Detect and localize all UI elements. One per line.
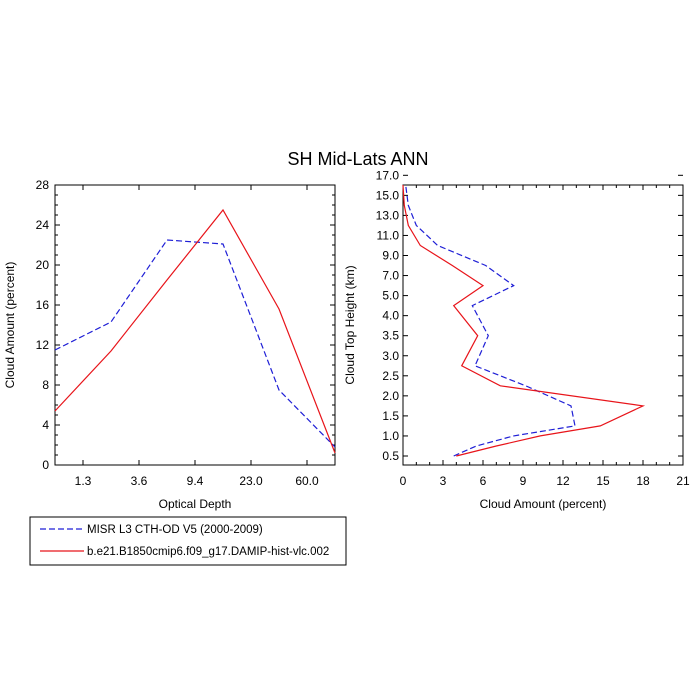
right-x-tick-label: 3 <box>440 474 447 488</box>
right-x-tick-label: 15 <box>596 474 610 488</box>
right-y-tick-label: 4.0 <box>382 309 399 323</box>
chart-title: SH Mid-Lats ANN <box>287 149 428 169</box>
legend-label-model: b.e21.B1850cmip6.f09_g17.DAMIP-hist-vlc.… <box>87 546 329 558</box>
left-series-model <box>54 208 336 454</box>
right-y-axis-label: Cloud Top Height (km) <box>343 265 357 384</box>
right-y-tick-label: 1.5 <box>382 409 399 423</box>
right-x-tick-label: 18 <box>636 474 650 488</box>
left-y-tick-label: 24 <box>36 218 50 232</box>
right-y-tick-label: 11.0 <box>377 228 400 242</box>
right-x-tick-label: 21 <box>676 474 690 488</box>
left-series-obs <box>54 239 336 448</box>
left-y-axis-label: Cloud Amount (percent) <box>3 262 17 389</box>
left-x-tick-label: 23.0 <box>239 474 263 488</box>
plot-frame-left <box>54 184 336 466</box>
left-y-tick-label: 28 <box>36 178 50 192</box>
left-x-tick-label: 1.3 <box>75 474 92 488</box>
right-y-tick-label: 3.0 <box>382 349 399 363</box>
legend-box <box>29 516 347 566</box>
left-x-axis-label: Optical Depth <box>159 497 232 511</box>
right-y-tick-label: 2.5 <box>382 369 399 383</box>
panel-cloud-top-height: 0.5 1.0 1.5 2.0 2.5 3.0 3.5 4.0 5.0 7.0 9.0 11.0 13.… <box>343 168 690 511</box>
right-y-tick-label: 7.0 <box>382 269 399 283</box>
right-x-tick-label: 9 <box>520 474 527 488</box>
right-series-model <box>402 185 646 457</box>
plot-frame-right <box>402 184 684 466</box>
left-ticks: 0 4 8 12 16 20 24 28 1.3 3.6 9.4 23.0 60.0 <box>36 178 335 488</box>
left-y-tick-label: 20 <box>36 258 50 272</box>
legend-label-obs: MISR L3 CTH-OD V5 (2000-2009) <box>87 524 263 536</box>
legend: MISR L3 CTH-OD V5 (2000-2009) b.e21.B185… <box>29 516 347 566</box>
right-series-obs <box>404 184 576 457</box>
right-y-tick-label: 5.0 <box>382 289 399 303</box>
panel-optical-depth: 0 4 8 12 16 20 24 28 1.3 3.6 9.4 23.0 60.0 Optical D… <box>3 178 336 511</box>
left-x-tick-label: 3.6 <box>131 474 148 488</box>
right-x-tick-label: 6 <box>480 474 487 488</box>
right-x-tick-label: 0 <box>400 474 407 488</box>
right-y-tick-label: 13.0 <box>376 208 400 222</box>
right-series-lines <box>402 184 646 457</box>
right-x-tick-label: 12 <box>556 474 570 488</box>
right-ticks: 0.5 1.0 1.5 2.0 2.5 3.0 3.5 4.0 5.0 7.0 9.0 11.0 13.… <box>376 168 690 488</box>
left-x-tick-label: 9.4 <box>187 474 204 488</box>
right-y-tick-label: 17.0 <box>376 168 400 182</box>
left-y-tick-label: 4 <box>42 418 49 432</box>
left-y-tick-label: 12 <box>36 338 50 352</box>
right-y-tick-label: 15.0 <box>376 188 400 202</box>
left-x-tick-label: 60.0 <box>295 474 319 488</box>
right-y-tick-label: 1.0 <box>382 429 399 443</box>
left-y-tick-label: 0 <box>42 458 49 472</box>
right-y-tick-label: 2.0 <box>382 389 399 403</box>
right-x-axis-label: Cloud Amount (percent) <box>480 497 607 511</box>
right-y-tick-label: 0.5 <box>382 449 399 463</box>
left-y-tick-label: 16 <box>36 298 50 312</box>
right-y-tick-label: 3.5 <box>382 329 399 343</box>
left-series-lines <box>54 208 336 454</box>
left-y-tick-label: 8 <box>42 378 49 392</box>
right-y-tick-label: 9.0 <box>382 249 399 263</box>
